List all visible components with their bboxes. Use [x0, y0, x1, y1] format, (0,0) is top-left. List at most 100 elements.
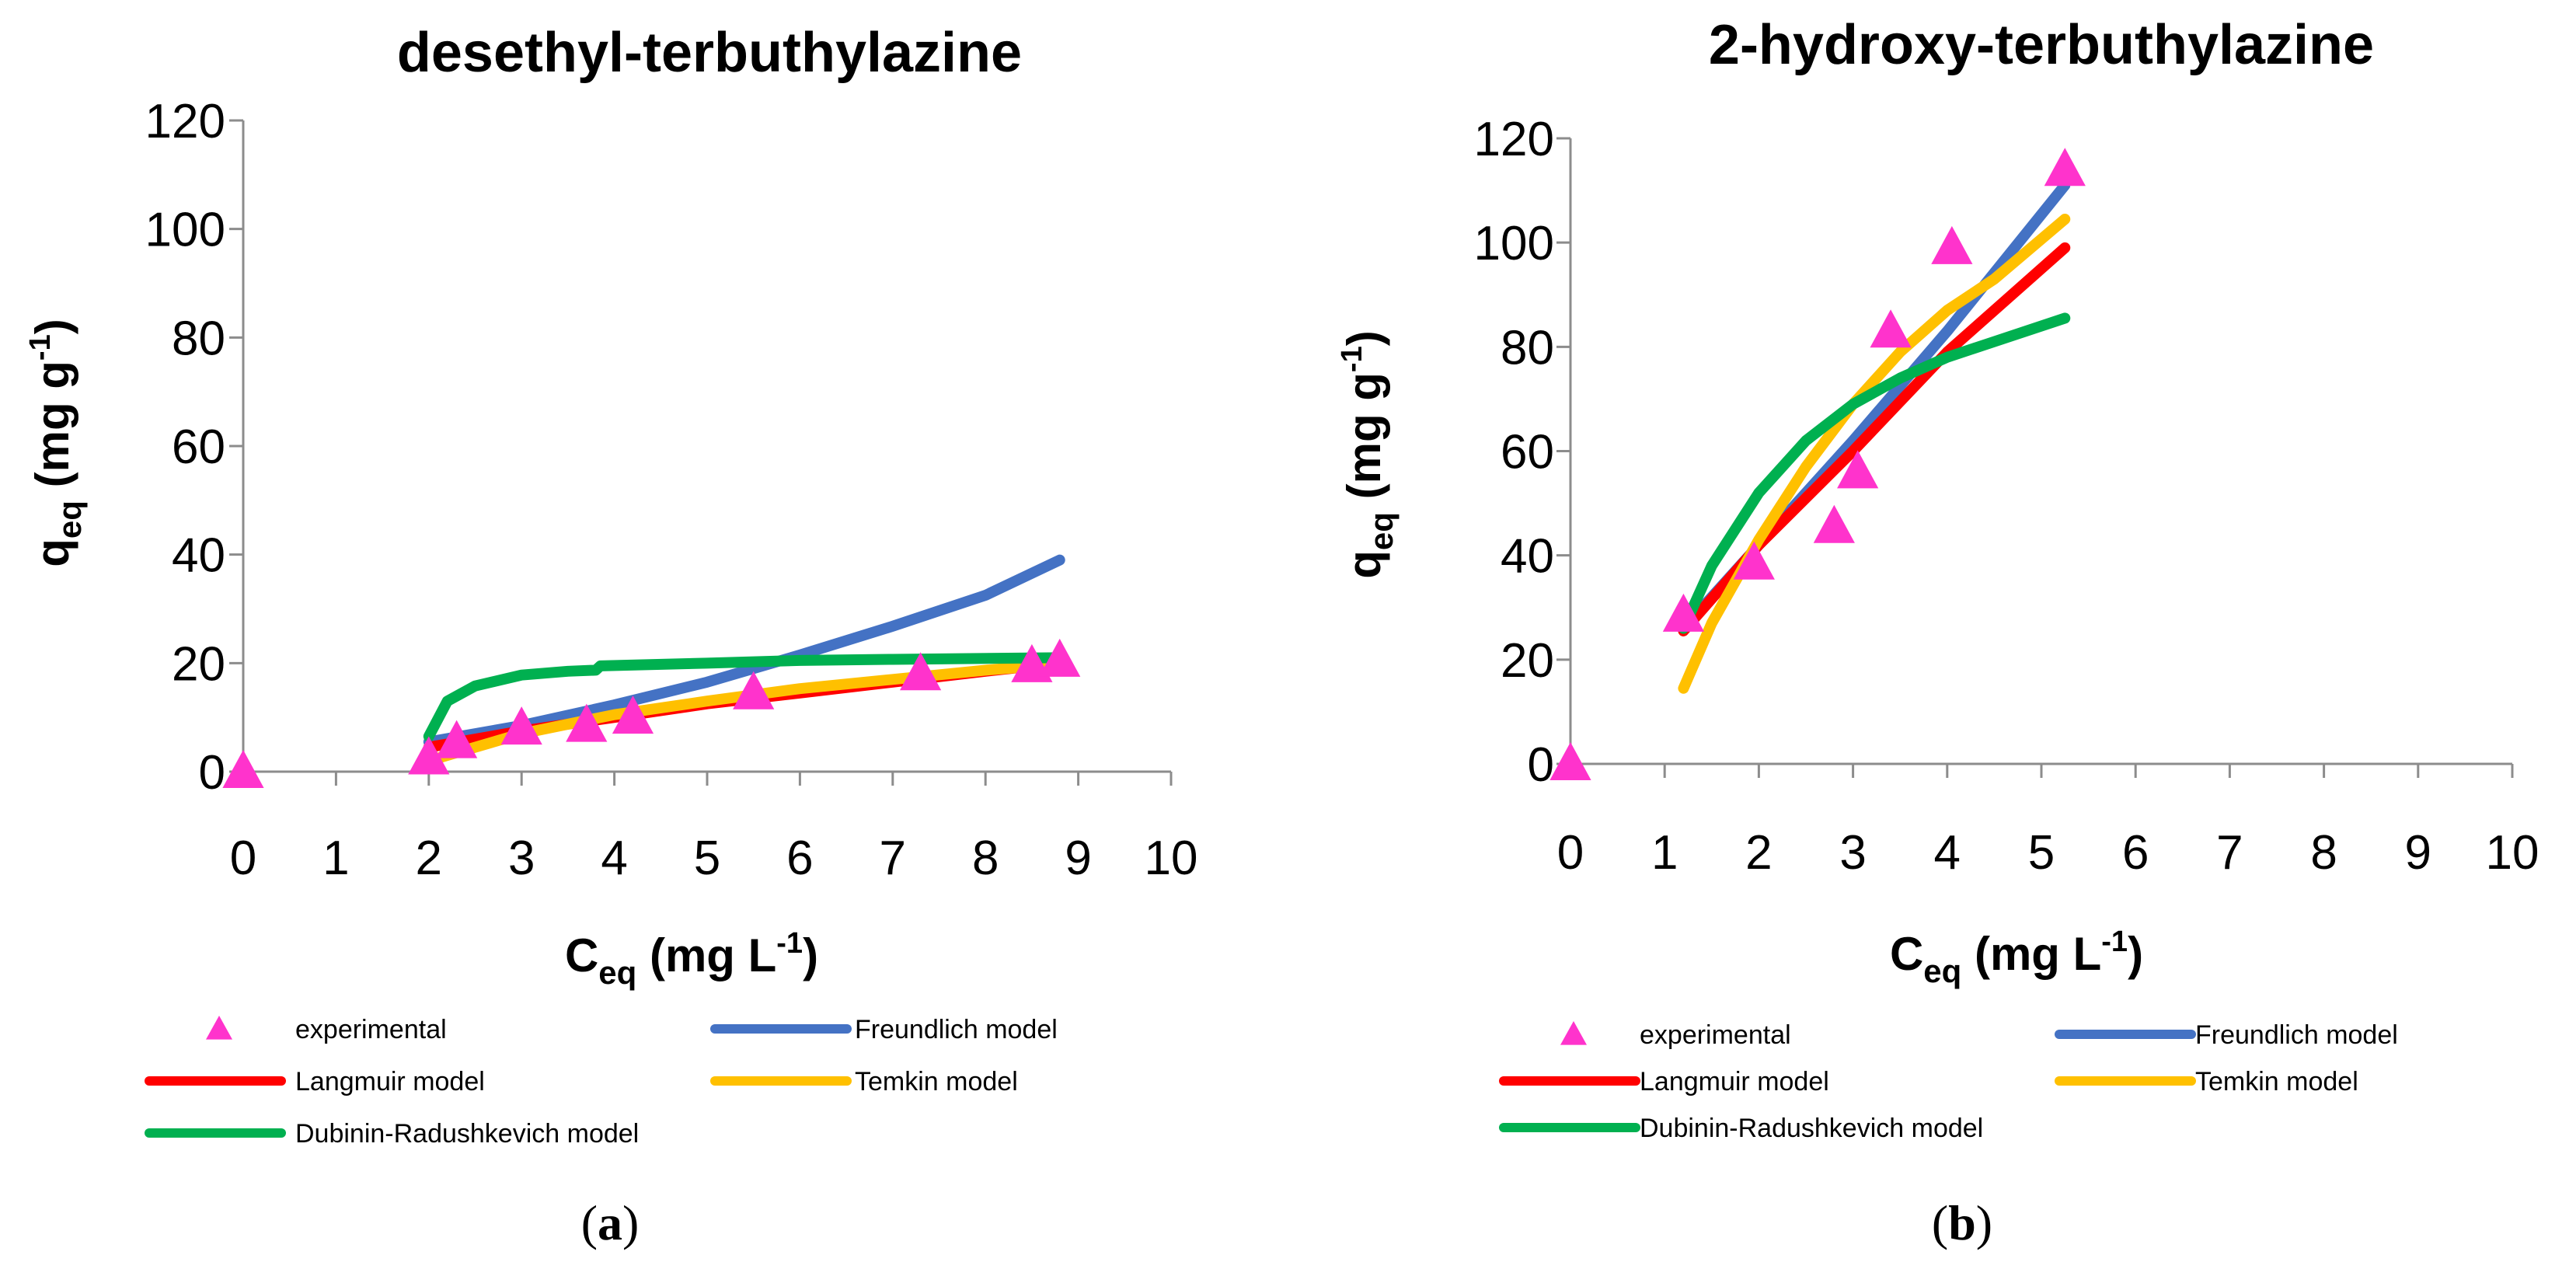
data-point-marker — [222, 750, 264, 788]
y-tick-label: 80 — [1501, 321, 1554, 375]
x-axis-label-superscript: -1 — [776, 927, 803, 960]
legend-label: experimental — [295, 1015, 447, 1044]
legend-marker-icon — [1560, 1021, 1587, 1045]
data-point-marker — [1662, 593, 1705, 632]
data-point-marker — [1549, 742, 1591, 780]
x-axis-label-main: C — [565, 929, 598, 981]
x-tick-label: 3 — [1839, 826, 1866, 880]
x-tick-label: 10 — [1145, 831, 1198, 885]
y-tick-label: 40 — [172, 529, 225, 583]
legend: experimental Freundlich model Langmuir mod… — [145, 1015, 1058, 1149]
caption-open: ( — [581, 1195, 598, 1250]
x-tick-label: 4 — [1934, 826, 1961, 880]
y-tick-label: 100 — [1474, 217, 1554, 270]
legend-marker-icon — [206, 1016, 232, 1040]
legend-label: Langmuir model — [1640, 1067, 1829, 1096]
panel-caption: (a) — [581, 1195, 640, 1250]
data-point-marker — [408, 736, 450, 775]
legend-label: Dubinin-Radushkevich model — [1640, 1114, 1983, 1143]
x-axis-label-subscript: eq — [598, 954, 636, 991]
legend-item-langmuir-model: Langmuir model — [145, 1067, 485, 1096]
chart-title: desethyl-terbuthylazine — [397, 22, 1022, 84]
x-tick-label: 9 — [1065, 831, 1091, 885]
x-tick-label: 4 — [601, 831, 627, 885]
y-axis-label: qeq (mg g-1) — [24, 319, 88, 567]
panel-caption: (b) — [1932, 1195, 1992, 1250]
data-point-marker — [436, 720, 478, 758]
series-line-dubinin-radushkevich-model — [423, 652, 1065, 742]
data-point-marker — [500, 706, 542, 745]
legend-item-experimental: experimental — [206, 1015, 447, 1044]
y-tick-label: 120 — [1474, 113, 1554, 166]
x-tick-label: 8 — [2310, 826, 2337, 880]
data-point-marker — [2044, 148, 2086, 187]
x-tick-label: 2 — [1745, 826, 1772, 880]
legend-item-dubinin-radushkevich-model: Dubinin-Radushkevich model — [145, 1119, 639, 1149]
x-tick-label: 2 — [416, 831, 442, 885]
x-tick-label: 1 — [1651, 826, 1678, 880]
y-tick-label: 60 — [172, 420, 225, 474]
y-axis-label-superscript: -1 — [24, 334, 57, 361]
x-tick-label: 10 — [2486, 826, 2539, 880]
x-axis-label-unit: (mg L — [1961, 928, 2101, 980]
legend-label: Langmuir model — [295, 1067, 485, 1096]
y-tick-label: 20 — [172, 637, 225, 691]
legend-item-temkin-model: Temkin model — [2055, 1067, 2358, 1096]
legend-label: Temkin model — [855, 1067, 1018, 1096]
y-axis-label-subscript: eq — [51, 500, 88, 539]
legend-label: Dubinin-Radushkevich model — [295, 1119, 639, 1149]
x-tick-label: 9 — [2405, 826, 2431, 880]
x-axis-label-unit: (mg L — [636, 929, 776, 981]
x-tick-label: 5 — [694, 831, 720, 885]
y-tick-label: 60 — [1501, 426, 1554, 479]
chart-title: 2-hydroxy-terbuthylazine — [1709, 14, 2374, 76]
y-tick-label: 120 — [145, 95, 225, 148]
x-tick-label: 7 — [880, 831, 906, 885]
y-axis-label-close: ) — [26, 319, 78, 334]
y-axis-label-subscript: eq — [1363, 512, 1400, 550]
x-tick-label: 8 — [972, 831, 999, 885]
legend-item-freundlich-model: Freundlich model — [2055, 1020, 2398, 1050]
y-axis-label-main: q — [26, 539, 78, 567]
x-tick-label: 6 — [786, 831, 813, 885]
y-axis-label-unit: (mg g — [1338, 372, 1390, 512]
series-line-freundlich-model — [423, 554, 1065, 748]
y-axis-label: qeq (mg g-1) — [1336, 330, 1400, 578]
series-markers-experimental — [1549, 148, 2086, 780]
x-axis-label: Ceq (mg L-1) — [565, 927, 818, 991]
y-tick-label: 20 — [1501, 634, 1554, 688]
y-tick-label: 80 — [172, 312, 225, 365]
data-point-marker — [612, 696, 654, 734]
caption-open: ( — [1932, 1195, 1948, 1250]
caption-close: ) — [622, 1195, 639, 1250]
x-tick-label: 5 — [2028, 826, 2055, 880]
x-axis-label-close: ) — [803, 929, 818, 981]
y-tick-label: 100 — [145, 204, 225, 257]
series-line-temkin-model — [1678, 213, 2071, 694]
y-axis-label-unit: (mg g — [26, 361, 78, 500]
x-tick-label: 6 — [2122, 826, 2149, 880]
data-point-marker — [1813, 504, 1855, 543]
data-point-marker — [733, 671, 775, 709]
x-axis-label-subscript: eq — [1923, 953, 1961, 989]
series-markers-experimental — [222, 638, 1081, 788]
legend-label: Freundlich model — [855, 1015, 1058, 1044]
y-axis-label-superscript: -1 — [1336, 346, 1368, 372]
y-tick-label: 0 — [199, 746, 225, 800]
legend-label: Freundlich model — [2195, 1020, 2398, 1050]
x-tick-label: 7 — [2216, 826, 2243, 880]
data-point-marker — [1039, 638, 1081, 677]
legend: experimental Freundlich model Langmuir mod… — [1499, 1020, 2398, 1143]
x-axis-label: Ceq (mg L-1) — [1890, 926, 2143, 989]
y-tick-label: 0 — [1528, 738, 1554, 792]
caption-letter: a — [598, 1195, 622, 1250]
data-point-marker — [1837, 450, 1879, 489]
data-point-marker — [566, 703, 608, 742]
x-tick-label: 1 — [322, 831, 349, 885]
legend-item-experimental: experimental — [1560, 1020, 1791, 1050]
caption-letter: b — [1948, 1195, 1976, 1250]
legend-label: Temkin model — [2195, 1067, 2358, 1096]
